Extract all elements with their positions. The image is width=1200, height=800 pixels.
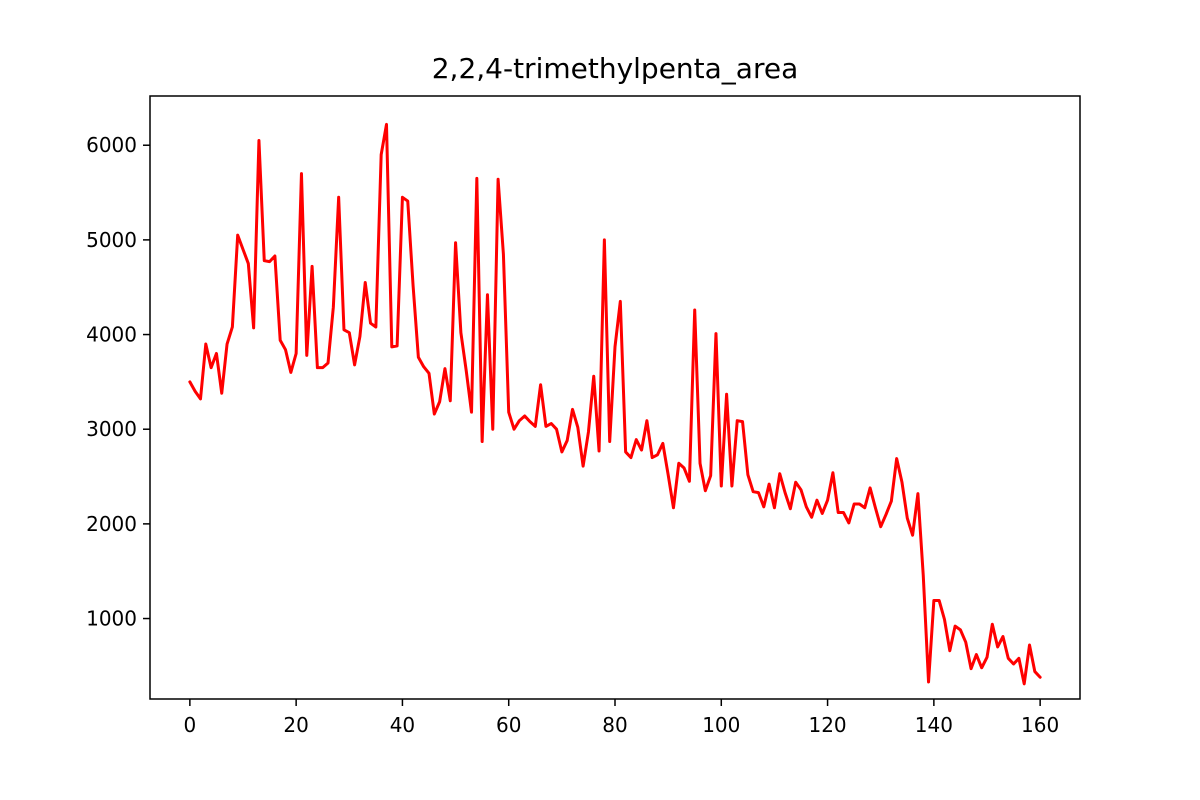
y-tick-label: 1000 [86,607,137,631]
y-tick-label: 5000 [86,228,137,252]
y-tick-label: 2000 [86,512,137,536]
plot-area-frame [149,95,1081,700]
y-tick-label: 4000 [86,323,137,347]
chart-title: 2,2,4-trimethylpenta_area [432,52,799,85]
series-line-0 [188,122,1042,686]
x-tick-label: 80 [602,713,627,737]
x-tick-label: 60 [496,713,521,737]
y-tick-label: 6000 [86,133,137,157]
x-tick-label: 40 [390,713,415,737]
x-tick-label: 140 [915,713,953,737]
y-tick-label: 3000 [86,417,137,441]
axis-ticks: 0 20 40 60 80 100 120 140 160 1000 2000 3000 4000 500… [86,133,1059,737]
x-tick-label: 100 [702,713,740,737]
x-tick-label: 20 [283,713,308,737]
series-layer [188,122,1042,686]
x-tick-label: 0 [183,713,196,737]
x-tick-label: 160 [1021,713,1059,737]
x-tick-label: 120 [808,713,846,737]
